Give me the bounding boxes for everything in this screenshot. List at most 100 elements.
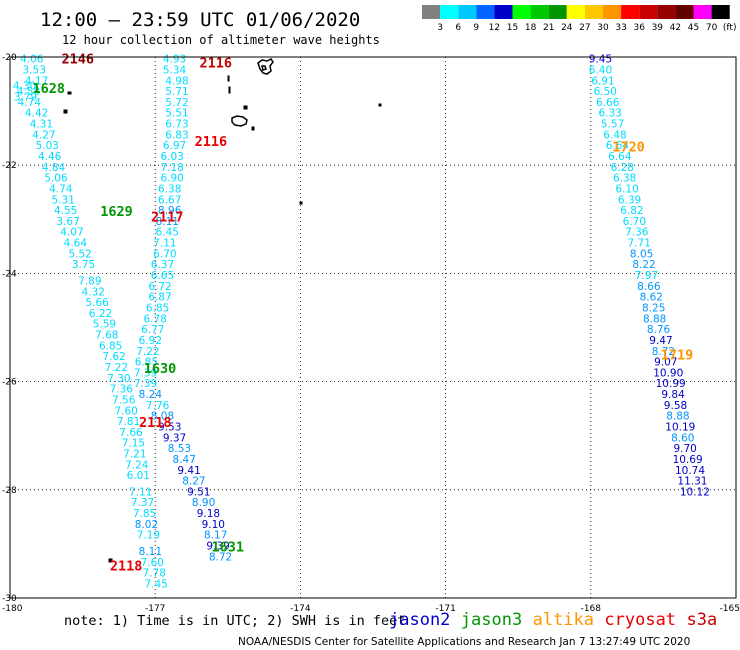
wave-height-value: 6.87 [148,292,171,304]
pass-time-label: 2118 [110,559,143,575]
wave-height-value: 4.55 [54,205,77,217]
wave-height-value: 7.37 [131,497,154,509]
color-swatch [548,5,567,19]
wave-height-value: 10.74 [675,465,705,477]
color-scale-label: 12 [489,23,500,33]
wave-height-value: 4.84 [42,162,66,174]
wave-height-value: 7.97 [635,270,658,282]
wave-height-value: 6.65 [151,270,174,282]
wave-height-value: 6.77 [141,324,164,336]
chart-title: 12:00 – 23:59 UTC 01/06/2020 [40,9,360,31]
pass-time-label: 2116 [195,134,228,150]
wave-height-value: 6.73 [165,119,188,131]
footer-text: NOAA/NESDIS Center for Satellite Applica… [238,636,690,648]
color-scale-label: 27 [579,23,590,33]
wave-height-value: 8.08 [151,411,174,423]
wave-height-value: 9.47 [649,335,672,347]
wave-height-value: 8.72 [209,551,232,563]
wave-height-value: 7.60 [114,405,137,417]
wave-height-value: 8.88 [666,411,689,423]
wave-height-value: 4.98 [165,75,188,87]
x-tick-label: -168 [581,604,602,614]
wave-height-value: 8.72 [652,346,675,358]
wave-height-value: 7.15 [122,438,145,450]
wave-height-value: 8.11 [156,216,179,228]
y-tick-label: -30 [2,594,17,604]
wave-height-value: 9.70 [673,443,696,455]
color-scale-label: 18 [525,23,537,33]
y-tick-label: -20 [2,53,17,63]
wave-height-value: 8.96 [158,205,182,217]
wave-height-value: 3.53 [23,64,46,76]
grid-lines [10,57,736,598]
wave-height-value: 8.25 [642,302,665,314]
wave-height-value: 5.71 [165,86,188,98]
color-swatch [494,5,513,19]
pass-time-label: 1630 [144,361,177,377]
color-scale-label: 30 [597,23,609,33]
color-swatch [512,5,531,19]
y-tick-label: -26 [2,378,17,388]
wave-height-value: 6.03 [160,151,183,163]
color-scale-label: 9 [473,23,479,33]
wave-height-value: 11.31 [677,476,707,488]
wave-height-value: 8.05 [630,248,653,260]
wave-height-value: 6.28 [611,162,634,174]
color-swatch [657,5,676,19]
wave-height-value: 6.33 [598,108,621,120]
color-swatch [422,5,441,19]
wave-height-value: 5.03 [36,140,59,152]
color-scale-label: 33 [615,23,626,33]
x-tick-label: -180 [2,604,23,614]
wave-height-value: 8.24 [139,389,163,401]
wave-height-value: 6.90 [160,173,183,185]
wave-height-value: 8.60 [671,432,694,444]
color-swatch [603,5,622,19]
wave-height-value: 9.10 [202,519,225,531]
wave-height-value: 9.07 [654,357,677,369]
color-swatch [621,5,640,19]
wave-height-value: 6.78 [144,313,167,325]
x-tick-label: -171 [435,604,455,614]
wave-height-value: 4.32 [82,286,105,298]
color-scale-legend: 3 6 9 12 15 18 21 24 27 30 33 36 39 42 45 70 (ft) [422,5,736,33]
wave-height-value: 8.88 [643,313,666,325]
island-shape [63,75,382,563]
wave-height-value: 5.66 [85,297,109,309]
wave-height-value: 7.81 [117,416,140,428]
wave-height-value: 6.92 [139,335,162,347]
wave-height-value: 10.90 [653,367,683,379]
wave-height-value: 6.38 [613,173,636,185]
color-swatch [440,5,459,19]
color-swatch [675,5,694,19]
wave-height-value: 6.72 [148,281,171,293]
wave-height-value: 4.58 [17,86,40,98]
x-tick-label: -174 [290,604,311,614]
pass-time-label: 2118 [139,415,172,431]
x-tick-label: -165 [720,604,740,614]
color-swatch [711,5,730,19]
color-swatch [584,5,603,19]
wave-height-value: 7.18 [160,162,183,174]
wave-height-value: 7.71 [628,238,651,250]
y-axis-ticks: -20 -22 -24 -26 -28 -30 [2,53,17,604]
pass-time-label: 2117 [151,210,184,226]
wave-height-value: 6.45 [156,227,179,239]
satellite-legend-jason3: jason3 [461,610,522,630]
wave-height-value: 6.85 [135,357,158,369]
color-swatch [476,5,495,19]
wave-height-value: 3.79 [14,91,37,103]
wave-height-value: 5.06 [44,173,68,185]
wave-height-value: 7.11 [129,486,152,498]
wave-height-value: 6.64 [608,151,632,163]
color-scale-label: 15 [507,23,518,33]
wave-height-value: 4.27 [32,129,55,141]
pass-time-label: 1631 [212,540,245,556]
wave-height-value: 7.56 [112,394,136,406]
wave-height-value: 8.02 [135,519,158,531]
wave-height-value: 3.75 [72,259,95,271]
color-scale-label: 36 [633,23,645,33]
wave-height-value: 6.22 [89,308,112,320]
island-shape [257,58,274,75]
